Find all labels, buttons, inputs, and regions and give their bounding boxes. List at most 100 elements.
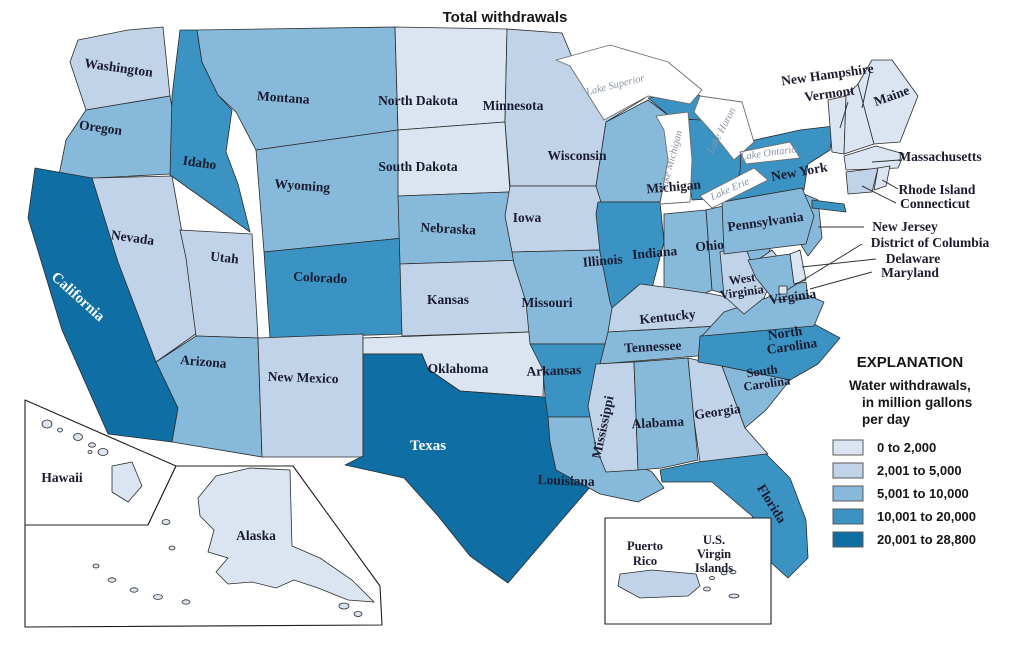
state-label-nevada: Nevada	[110, 227, 155, 248]
lake-michigan	[655, 111, 693, 205]
inset-puerto-rico-box	[604, 517, 772, 625]
leader-delaware	[801, 258, 877, 268]
leader-connecticut	[861, 185, 897, 204]
state-label-louisiana: Louisiana	[537, 472, 595, 489]
alaska-shape	[92, 467, 376, 617]
legend-subheading-line3: per day	[862, 412, 911, 427]
leader-vermont	[839, 101, 849, 129]
state-label-south-dakota: South Dakota	[378, 159, 457, 174]
leader-massachusetts	[871, 159, 901, 163]
svg-text:U.S.: U.S.	[703, 533, 725, 547]
inset-puerto-rico-usvi	[604, 517, 772, 625]
svg-text:Carolina: Carolina	[766, 335, 819, 357]
state-label-alabama: Alabama	[631, 414, 684, 432]
state-label-delaware: Delaware	[886, 251, 940, 266]
leader-district-of-columbia	[786, 243, 863, 291]
state-label-utah: Utah	[210, 249, 240, 267]
state-label-new-mexico: New Mexico	[267, 369, 339, 386]
state-maine	[857, 59, 919, 145]
legend-class-label-3: 5,001 to 10,000	[877, 486, 969, 501]
state-virginia	[701, 287, 825, 337]
state-new-york-long-island	[811, 199, 847, 213]
state-label-puerto-rico: Puerto Rico	[627, 539, 663, 568]
svg-text:Rico: Rico	[633, 554, 657, 568]
legend-subheading-line2: in million gallons	[862, 395, 972, 410]
legend-class-label-1: 0 to 2,000	[877, 440, 936, 455]
state-north-dakota	[394, 26, 508, 131]
legend-swatch-2	[832, 462, 864, 479]
state-label-vermont: Vermont	[803, 83, 856, 105]
inset-hawaii-alaska	[24, 399, 383, 628]
state-label-maryland: Maryland	[881, 265, 939, 280]
state-new-mexico	[257, 333, 364, 458]
state-label-north-dakota: North Dakota	[378, 93, 458, 108]
svg-text:Islands: Islands	[695, 561, 733, 575]
inset-alaska-box	[24, 465, 383, 628]
state-label-tennessee: Tennessee	[624, 338, 682, 356]
svg-text:South: South	[746, 362, 779, 380]
state-label-wisconsin: Wisconsin	[547, 148, 607, 163]
svg-text:Virgin: Virgin	[697, 547, 731, 561]
lakes-layer	[555, 44, 801, 209]
state-label-north-carolina: North Carolina	[766, 323, 819, 357]
svg-text:West: West	[728, 270, 757, 288]
state-label-missouri: Missouri	[521, 295, 572, 310]
state-label-west-virginia: West Virginia	[719, 270, 765, 302]
state-label-iowa: Iowa	[513, 210, 542, 225]
legend-heading: EXPLANATION	[857, 354, 963, 371]
legend-swatch-5	[832, 531, 864, 548]
legend-subheading-line1: Water withdrawals,	[849, 378, 971, 393]
state-oregon	[57, 95, 177, 181]
leader-maryland	[809, 271, 873, 290]
state-massachusetts	[843, 145, 905, 171]
state-label-alaska: Alaska	[236, 528, 276, 543]
state-label-hawaii: Hawaii	[41, 470, 83, 485]
state-label-colorado: Colorado	[293, 269, 348, 287]
state-colorado	[263, 237, 408, 339]
hawaii-islands	[41, 419, 143, 503]
state-label-idaho: Idaho	[182, 153, 218, 173]
svg-text:North: North	[767, 323, 804, 343]
state-north-carolina	[697, 323, 841, 381]
lake-huron	[693, 95, 755, 161]
state-rhode-island	[873, 165, 891, 191]
lake-ontario	[739, 141, 801, 165]
leader-lines	[786, 71, 901, 291]
state-label-ohio: Ohio	[695, 237, 725, 254]
lake-erie	[699, 167, 769, 209]
state-connecticut	[845, 167, 879, 195]
state-label-district-of-columbia: District of Columbia	[871, 235, 990, 250]
state-label-virginia: Virginia	[768, 286, 817, 307]
legend-class-label-5: 20,001 to 28,800	[877, 532, 976, 547]
state-label-montana: Montana	[257, 88, 311, 107]
state-label-massachusetts: Massachusetts	[898, 149, 981, 164]
lake-superior	[555, 44, 703, 121]
svg-text:Virginia: Virginia	[719, 282, 765, 302]
state-delaware	[789, 249, 807, 285]
state-label-nebraska: Nebraska	[420, 220, 476, 238]
state-label-kentucky: Kentucky	[639, 306, 697, 327]
state-label-minnesota: Minnesota	[483, 98, 544, 113]
state-label-south-carolina: South Carolina	[743, 362, 792, 394]
state-alabama	[633, 357, 699, 471]
legend-swatch-4	[832, 508, 864, 525]
state-label-illinois: Illinois	[582, 251, 623, 269]
legend-class-label-2: 2,001 to 5,000	[877, 463, 962, 478]
svg-text:Puerto: Puerto	[627, 539, 663, 553]
state-label-wyoming: Wyoming	[274, 176, 331, 195]
state-label-michigan: Michigan	[646, 177, 702, 197]
state-label-connecticut: Connecticut	[900, 196, 970, 211]
state-label-texas: Texas	[410, 438, 446, 454]
state-label-arizona: Arizona	[180, 352, 228, 371]
legend-class-label-4: 10,001 to 20,000	[877, 509, 976, 524]
svg-text:Carolina: Carolina	[743, 373, 792, 394]
figure-title: Total withdrawals	[443, 9, 568, 26]
state-label-new-jersey: New Jersey	[872, 219, 938, 234]
us-virgin-islands-islands	[703, 569, 740, 599]
state-label-oregon: Oregon	[78, 117, 123, 138]
puerto-rico-island	[617, 569, 701, 599]
leader-new-hampshire	[861, 71, 871, 109]
legend-swatch-1	[832, 439, 864, 456]
